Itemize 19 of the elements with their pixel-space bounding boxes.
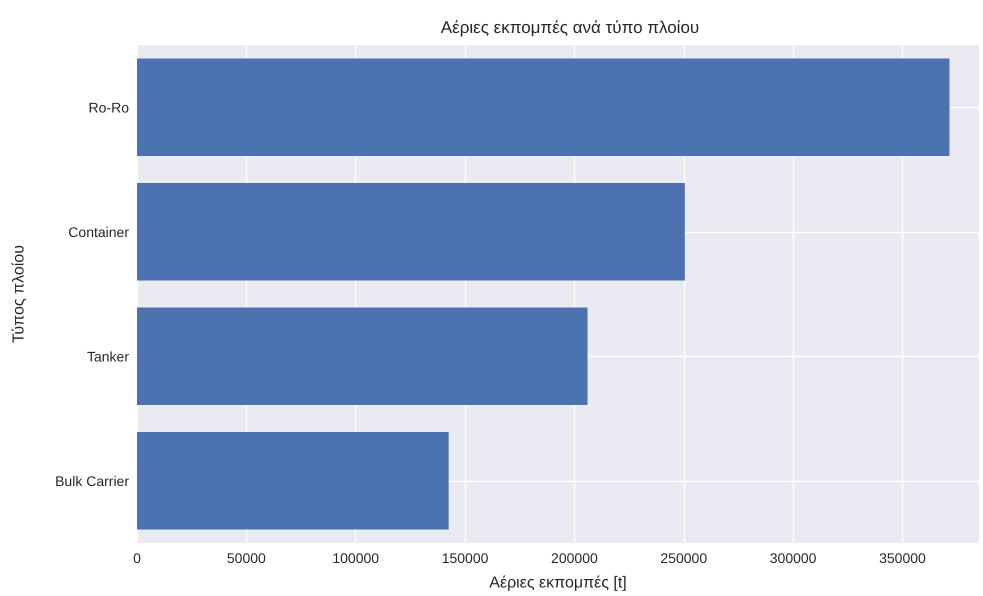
x-axis-title: Αέριες εκπομπές [t] — [489, 574, 627, 592]
x-tick-label: 350000 — [879, 550, 926, 566]
y-axis-title: Τύπος πλοίου — [10, 245, 28, 343]
bar — [137, 432, 449, 530]
y-tick-label: Bulk Carrier — [55, 472, 130, 489]
x-tick-label: 150000 — [442, 550, 489, 566]
bar — [137, 183, 685, 280]
x-tick-label: 250000 — [660, 550, 708, 566]
chart-title: Αέριες εκπομπές ανά τύπο πλοίου — [440, 18, 700, 37]
y-tick-label: Container — [68, 224, 130, 240]
bar — [137, 58, 950, 156]
x-tick-label: 200000 — [551, 550, 598, 566]
x-tick-label: 50000 — [226, 550, 266, 566]
x-tick-label: 0 — [133, 550, 142, 566]
y-tick-label: Ro-Ro — [88, 99, 130, 116]
bar — [137, 308, 588, 405]
x-tick-label: 100000 — [332, 550, 380, 566]
y-tick-label: Tanker — [86, 348, 130, 364]
x-tick-label: 300000 — [770, 550, 817, 566]
